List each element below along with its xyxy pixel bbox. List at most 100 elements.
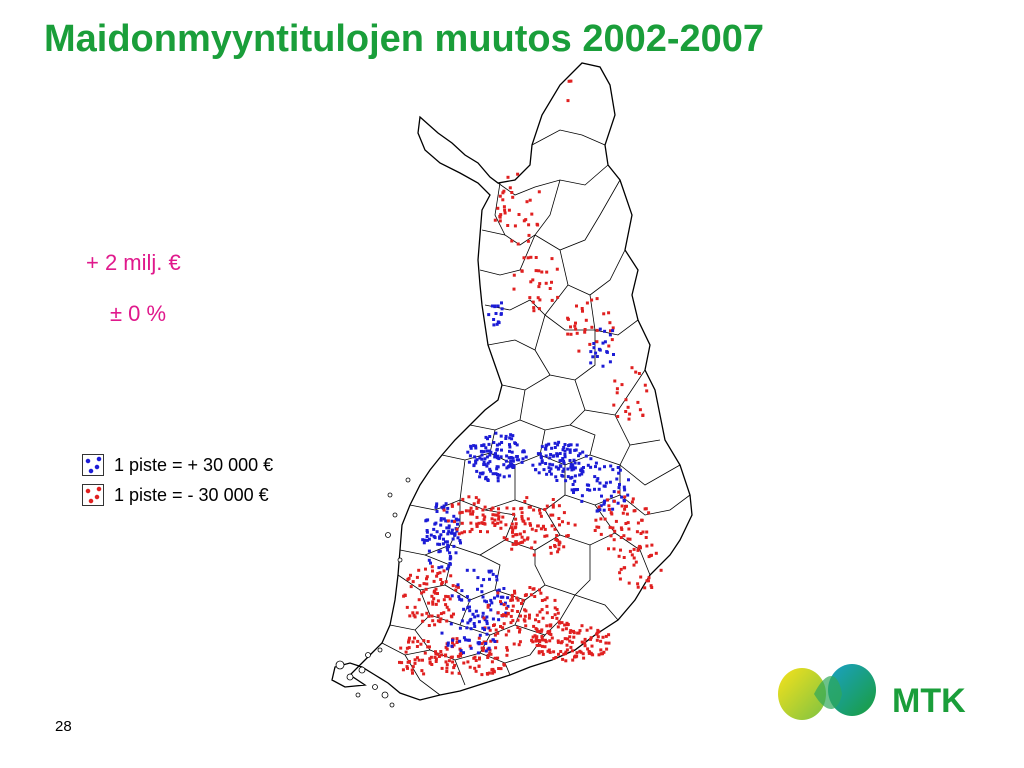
data-dot (482, 450, 486, 454)
data-dot (650, 543, 654, 547)
data-dot (553, 441, 557, 445)
data-dot (553, 544, 557, 547)
data-dot (561, 474, 565, 478)
data-dot (538, 462, 542, 466)
data-dot (518, 532, 522, 536)
data-dot (628, 549, 632, 553)
data-dot (493, 518, 497, 522)
data-dot (502, 463, 506, 467)
data-dot (535, 635, 539, 639)
data-dot (447, 524, 451, 528)
data-dot (487, 442, 491, 446)
data-dot (544, 462, 548, 465)
logo-text: MTK (892, 682, 966, 720)
data-dot (506, 175, 510, 179)
data-dot (570, 475, 574, 479)
data-dot (493, 596, 496, 600)
data-dot (608, 480, 612, 484)
data-dot (487, 626, 491, 630)
data-dot (531, 640, 535, 644)
data-dot (618, 577, 622, 581)
data-dot (468, 609, 472, 613)
data-dot (539, 629, 543, 633)
data-dot (459, 649, 463, 653)
data-dot (533, 595, 537, 598)
data-dot (620, 495, 624, 499)
data-dot (603, 329, 607, 333)
data-dot (562, 545, 566, 549)
data-dot (617, 471, 621, 475)
data-dot (496, 591, 500, 595)
data-dot (531, 300, 535, 304)
data-dot (537, 190, 541, 194)
data-dot (497, 618, 501, 622)
data-dot (628, 537, 632, 541)
data-dot (517, 213, 521, 216)
data-dot (449, 531, 453, 535)
data-dot (545, 596, 549, 600)
data-dot (476, 587, 479, 591)
data-dot (645, 530, 649, 534)
data-dot (523, 522, 527, 526)
data-dot (485, 622, 489, 626)
data-dot (458, 626, 462, 630)
data-dot (557, 517, 561, 520)
data-dot (594, 351, 598, 355)
data-dot (485, 632, 489, 636)
data-dot (527, 616, 531, 620)
data-dot (440, 581, 444, 584)
data-dot (515, 533, 519, 537)
data-dot (447, 659, 451, 663)
data-dot (444, 580, 448, 584)
data-dot (511, 534, 515, 538)
data-dot (561, 628, 565, 632)
data-dot (572, 467, 576, 471)
data-dot (609, 534, 613, 538)
data-dot (595, 355, 599, 358)
data-dot (523, 614, 527, 618)
data-dot (534, 639, 538, 643)
data-dot (607, 311, 611, 315)
data-dot (571, 465, 575, 469)
data-dot (488, 628, 492, 632)
data-dot (477, 521, 481, 525)
data-dot (405, 605, 409, 609)
data-dot (590, 298, 594, 302)
data-dot (563, 637, 567, 641)
data-dot (444, 653, 448, 657)
data-dot (527, 223, 531, 227)
data-dot (620, 383, 624, 387)
data-dot (473, 625, 477, 628)
data-dot (550, 280, 553, 284)
data-dot (565, 648, 569, 652)
data-dot (552, 650, 556, 654)
data-dot (560, 621, 564, 625)
data-dot (630, 500, 634, 504)
data-dot (440, 565, 444, 569)
data-dot (427, 601, 431, 605)
data-dot (607, 641, 611, 645)
stat-change-percent: ± 0 % (110, 301, 167, 326)
data-dot (605, 350, 609, 354)
data-dot (444, 519, 448, 523)
data-dot (595, 297, 599, 301)
data-dot (561, 457, 565, 460)
data-dot (511, 195, 515, 199)
data-dot (622, 566, 626, 570)
data-dot (445, 526, 449, 530)
data-dot (570, 640, 574, 644)
data-dot (452, 643, 456, 647)
data-dot (465, 568, 469, 572)
data-dot (508, 436, 512, 440)
data-dot (570, 468, 574, 472)
data-dot (532, 624, 536, 628)
data-dot (505, 606, 509, 610)
data-dot (523, 500, 527, 503)
data-dot (452, 544, 456, 548)
data-dot (620, 504, 624, 508)
data-dot (532, 306, 536, 310)
data-dot (606, 498, 610, 502)
data-dot (597, 525, 601, 529)
data-dot (457, 502, 461, 506)
data-dot (565, 643, 569, 647)
